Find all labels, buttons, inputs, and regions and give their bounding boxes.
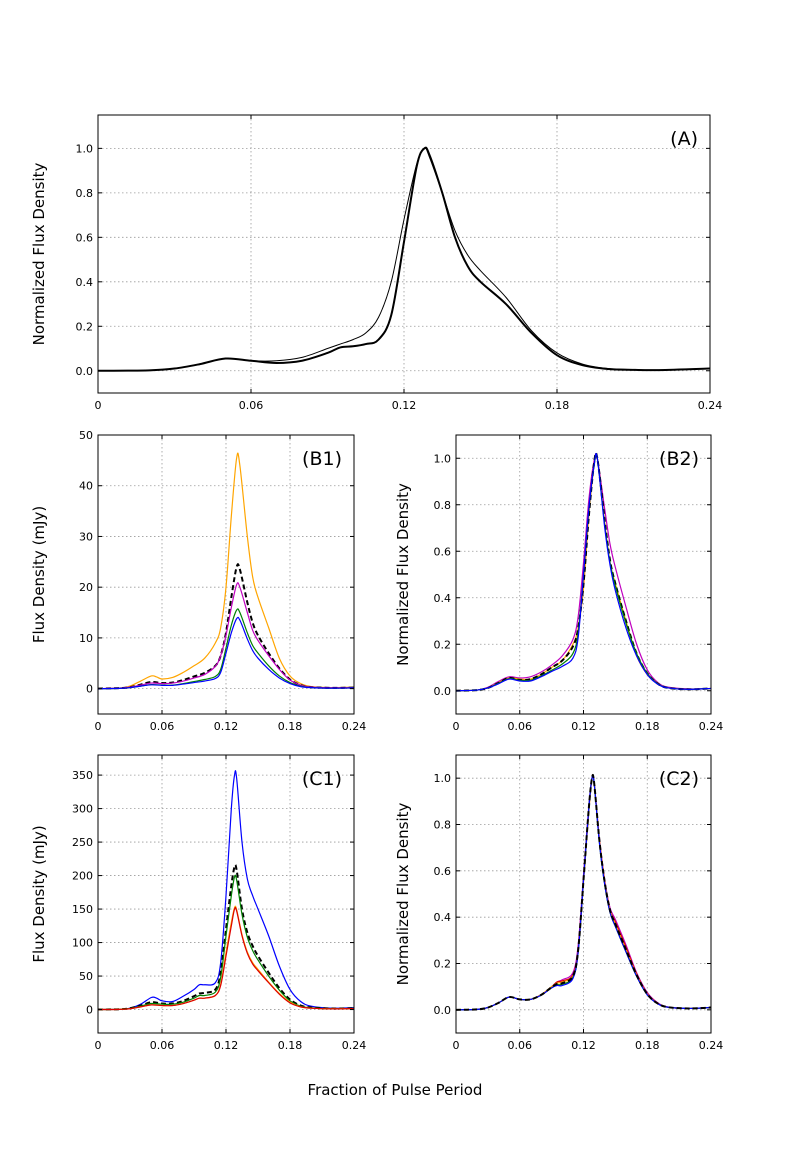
y-tick-label: 150 bbox=[72, 903, 93, 916]
series-line-red bbox=[98, 906, 354, 1011]
y-tick-label: 0.2 bbox=[76, 320, 94, 333]
y-tick-label: 0.0 bbox=[434, 685, 452, 698]
x-tick-label: 0.18 bbox=[635, 1039, 660, 1052]
x-tick-label: 0 bbox=[95, 399, 102, 412]
y-tick-label: 0.6 bbox=[434, 865, 452, 878]
panel-label: (B1) bbox=[302, 448, 342, 470]
y-tick-label: 0.8 bbox=[434, 819, 452, 832]
y-axis-label: Flux Density (mJy) bbox=[30, 506, 48, 643]
y-tick-label: 10 bbox=[79, 632, 93, 645]
y-tick-label: 300 bbox=[72, 803, 93, 816]
x-tick-label: 0.06 bbox=[150, 1039, 175, 1052]
series-line-blue bbox=[98, 616, 354, 690]
x-tick-label: 0.24 bbox=[699, 720, 724, 733]
x-tick-label: 0 bbox=[95, 1039, 102, 1052]
series-line-profile-thick bbox=[98, 146, 710, 372]
y-tick-label: 200 bbox=[72, 870, 93, 883]
series-line-black-dashed bbox=[98, 863, 354, 1011]
y-tick-label: 0.8 bbox=[434, 499, 452, 512]
y-tick-label: 1.0 bbox=[434, 452, 452, 465]
panel-label: (C1) bbox=[302, 768, 342, 790]
y-tick-label: 30 bbox=[79, 530, 93, 543]
x-tick-label: 0.06 bbox=[239, 399, 264, 412]
panel-b1: 0 0.06 0.12 0.18 0.24 0 10 20 30 40 50 Flux Density… bbox=[30, 429, 366, 733]
panel-a: 0 0.06 0.12 0.18 0.24 0.0 0.2 0.4 0.6 0.8 1.0 Norma… bbox=[30, 114, 723, 412]
y-tick-label: 50 bbox=[79, 429, 93, 442]
x-tick-label: 0.12 bbox=[214, 1039, 239, 1052]
x-tick-label: 0.18 bbox=[278, 720, 303, 733]
x-tick-label: 0.12 bbox=[214, 720, 239, 733]
series-line-black-dashed bbox=[456, 773, 711, 1011]
x-tick-label: 0.24 bbox=[342, 720, 367, 733]
y-axis-label: Normalized Flux Density bbox=[394, 483, 412, 666]
panel-c1: 0 0.06 0.12 0.18 0.24 0 50 100 150 200 250 300 350 Fl… bbox=[30, 754, 367, 1052]
y-tick-label: 1.0 bbox=[76, 142, 94, 155]
y-axis-label: Normalized Flux Density bbox=[30, 162, 48, 345]
x-tick-label: 0 bbox=[453, 1039, 460, 1052]
series-line-orange bbox=[98, 452, 354, 690]
y-tick-label: 0.6 bbox=[434, 545, 452, 558]
panel-label: (C2) bbox=[659, 768, 699, 790]
y-tick-label: 0.6 bbox=[76, 231, 94, 244]
x-tick-label: 0 bbox=[453, 720, 460, 733]
panel-c2: 0 0.06 0.12 0.18 0.24 0.0 0.2 0.4 0.6 0.8 1.0 Norma… bbox=[394, 754, 724, 1052]
y-tick-label: 350 bbox=[72, 769, 93, 782]
y-tick-label: 100 bbox=[72, 937, 93, 950]
y-tick-label: 0.2 bbox=[434, 958, 452, 971]
series-line-magenta bbox=[456, 452, 711, 692]
y-tick-label: 0.2 bbox=[434, 638, 452, 651]
x-tick-label: 0.24 bbox=[698, 399, 723, 412]
x-tick-label: 0.12 bbox=[571, 720, 596, 733]
x-tick-label: 0.18 bbox=[635, 720, 660, 733]
y-axis-label: Flux Density (mJy) bbox=[30, 825, 48, 962]
x-tick-label: 0.18 bbox=[545, 399, 570, 412]
x-tick-label: 0.06 bbox=[508, 720, 533, 733]
y-tick-label: 0.4 bbox=[76, 276, 94, 289]
series-line-magenta bbox=[98, 582, 354, 690]
x-tick-label: 0.06 bbox=[150, 720, 175, 733]
series-line-green bbox=[98, 608, 354, 690]
x-tick-label: 0.06 bbox=[508, 1039, 533, 1052]
x-tick-label: 0.24 bbox=[699, 1039, 724, 1052]
x-tick-label: 0.24 bbox=[342, 1039, 367, 1052]
y-axis-label: Normalized Flux Density bbox=[394, 802, 412, 985]
y-tick-label: 250 bbox=[72, 836, 93, 849]
y-tick-label: 20 bbox=[79, 581, 93, 594]
y-tick-label: 0 bbox=[86, 683, 93, 696]
y-tick-label: 40 bbox=[79, 480, 93, 493]
x-tick-label: 0.12 bbox=[392, 399, 417, 412]
y-tick-label: 50 bbox=[79, 970, 93, 983]
y-tick-label: 0.4 bbox=[434, 911, 452, 924]
y-tick-label: 0.8 bbox=[76, 187, 94, 200]
y-tick-label: 0 bbox=[86, 1004, 93, 1017]
y-tick-label: 0.0 bbox=[434, 1004, 452, 1017]
y-tick-label: 0.0 bbox=[76, 365, 94, 378]
y-tick-label: 0.4 bbox=[434, 592, 452, 605]
figure-xlabel: Fraction of Pulse Period bbox=[308, 1081, 483, 1099]
series-line-green bbox=[98, 874, 354, 1011]
panel-label: (B2) bbox=[659, 448, 699, 470]
series-line-blue bbox=[456, 453, 711, 692]
x-tick-label: 0.18 bbox=[278, 1039, 303, 1052]
panel-b2: 0 0.06 0.12 0.18 0.24 0.0 0.2 0.4 0.6 0.8 1.0 Norma… bbox=[394, 434, 724, 733]
series-line-blue bbox=[98, 770, 354, 1011]
x-tick-label: 0 bbox=[95, 720, 102, 733]
panel-label: (A) bbox=[670, 128, 698, 150]
x-tick-label: 0.12 bbox=[571, 1039, 596, 1052]
y-tick-label: 1.0 bbox=[434, 772, 452, 785]
